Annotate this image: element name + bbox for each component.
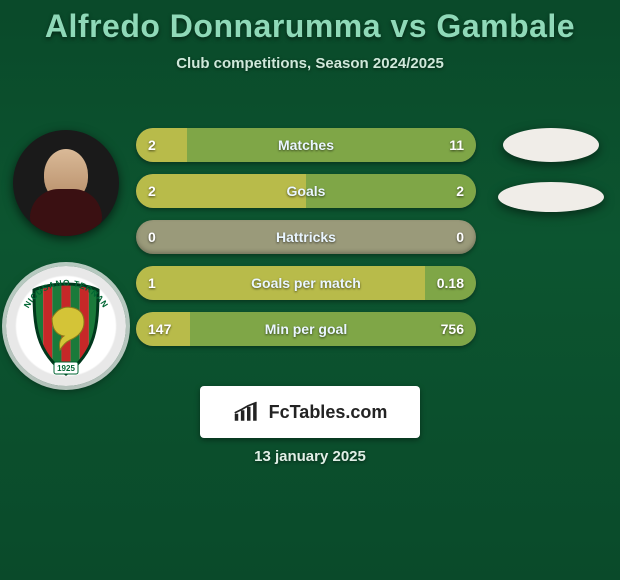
chart-icon xyxy=(233,401,261,423)
brand-badge: FcTables.com xyxy=(200,386,420,438)
stats-bars: 2Matches112Goals20Hattricks01Goals per m… xyxy=(136,128,476,346)
player-avatar-left xyxy=(13,130,119,236)
stat-right-value: 11 xyxy=(449,137,464,153)
right-avatars xyxy=(498,128,604,212)
stat-row: 2Matches11 xyxy=(136,128,476,162)
stat-label: Matches xyxy=(136,137,476,153)
page-title: Alfredo Donnarumma vs Gambale xyxy=(0,8,620,45)
date-text: 13 january 2025 xyxy=(0,448,620,465)
stat-label: Goals per match xyxy=(136,275,476,291)
club-crest: UNICUSANO TERNANA 1925 xyxy=(6,266,126,386)
subtitle: Club competitions, Season 2024/2025 xyxy=(0,55,620,72)
stat-row: 1Goals per match0.18 xyxy=(136,266,476,300)
stat-row: 0Hattricks0 xyxy=(136,220,476,254)
stat-row: 2Goals2 xyxy=(136,174,476,208)
club-crest-right xyxy=(498,182,604,212)
stat-right-value: 2 xyxy=(456,183,464,199)
left-avatars: UNICUSANO TERNANA 1925 xyxy=(6,130,126,386)
stat-right-value: 0.18 xyxy=(437,275,464,291)
stat-label: Min per goal xyxy=(136,321,476,337)
stat-label: Hattricks xyxy=(136,229,476,245)
stat-row: 147Min per goal756 xyxy=(136,312,476,346)
stat-label: Goals xyxy=(136,183,476,199)
crest-year: 1925 xyxy=(57,364,75,373)
stat-right-value: 0 xyxy=(456,229,464,245)
player-avatar-right xyxy=(503,128,599,162)
brand-text: FcTables.com xyxy=(269,402,388,423)
stat-right-value: 756 xyxy=(441,321,464,337)
